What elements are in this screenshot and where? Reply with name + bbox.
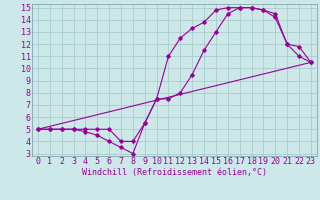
- X-axis label: Windchill (Refroidissement éolien,°C): Windchill (Refroidissement éolien,°C): [82, 168, 267, 177]
